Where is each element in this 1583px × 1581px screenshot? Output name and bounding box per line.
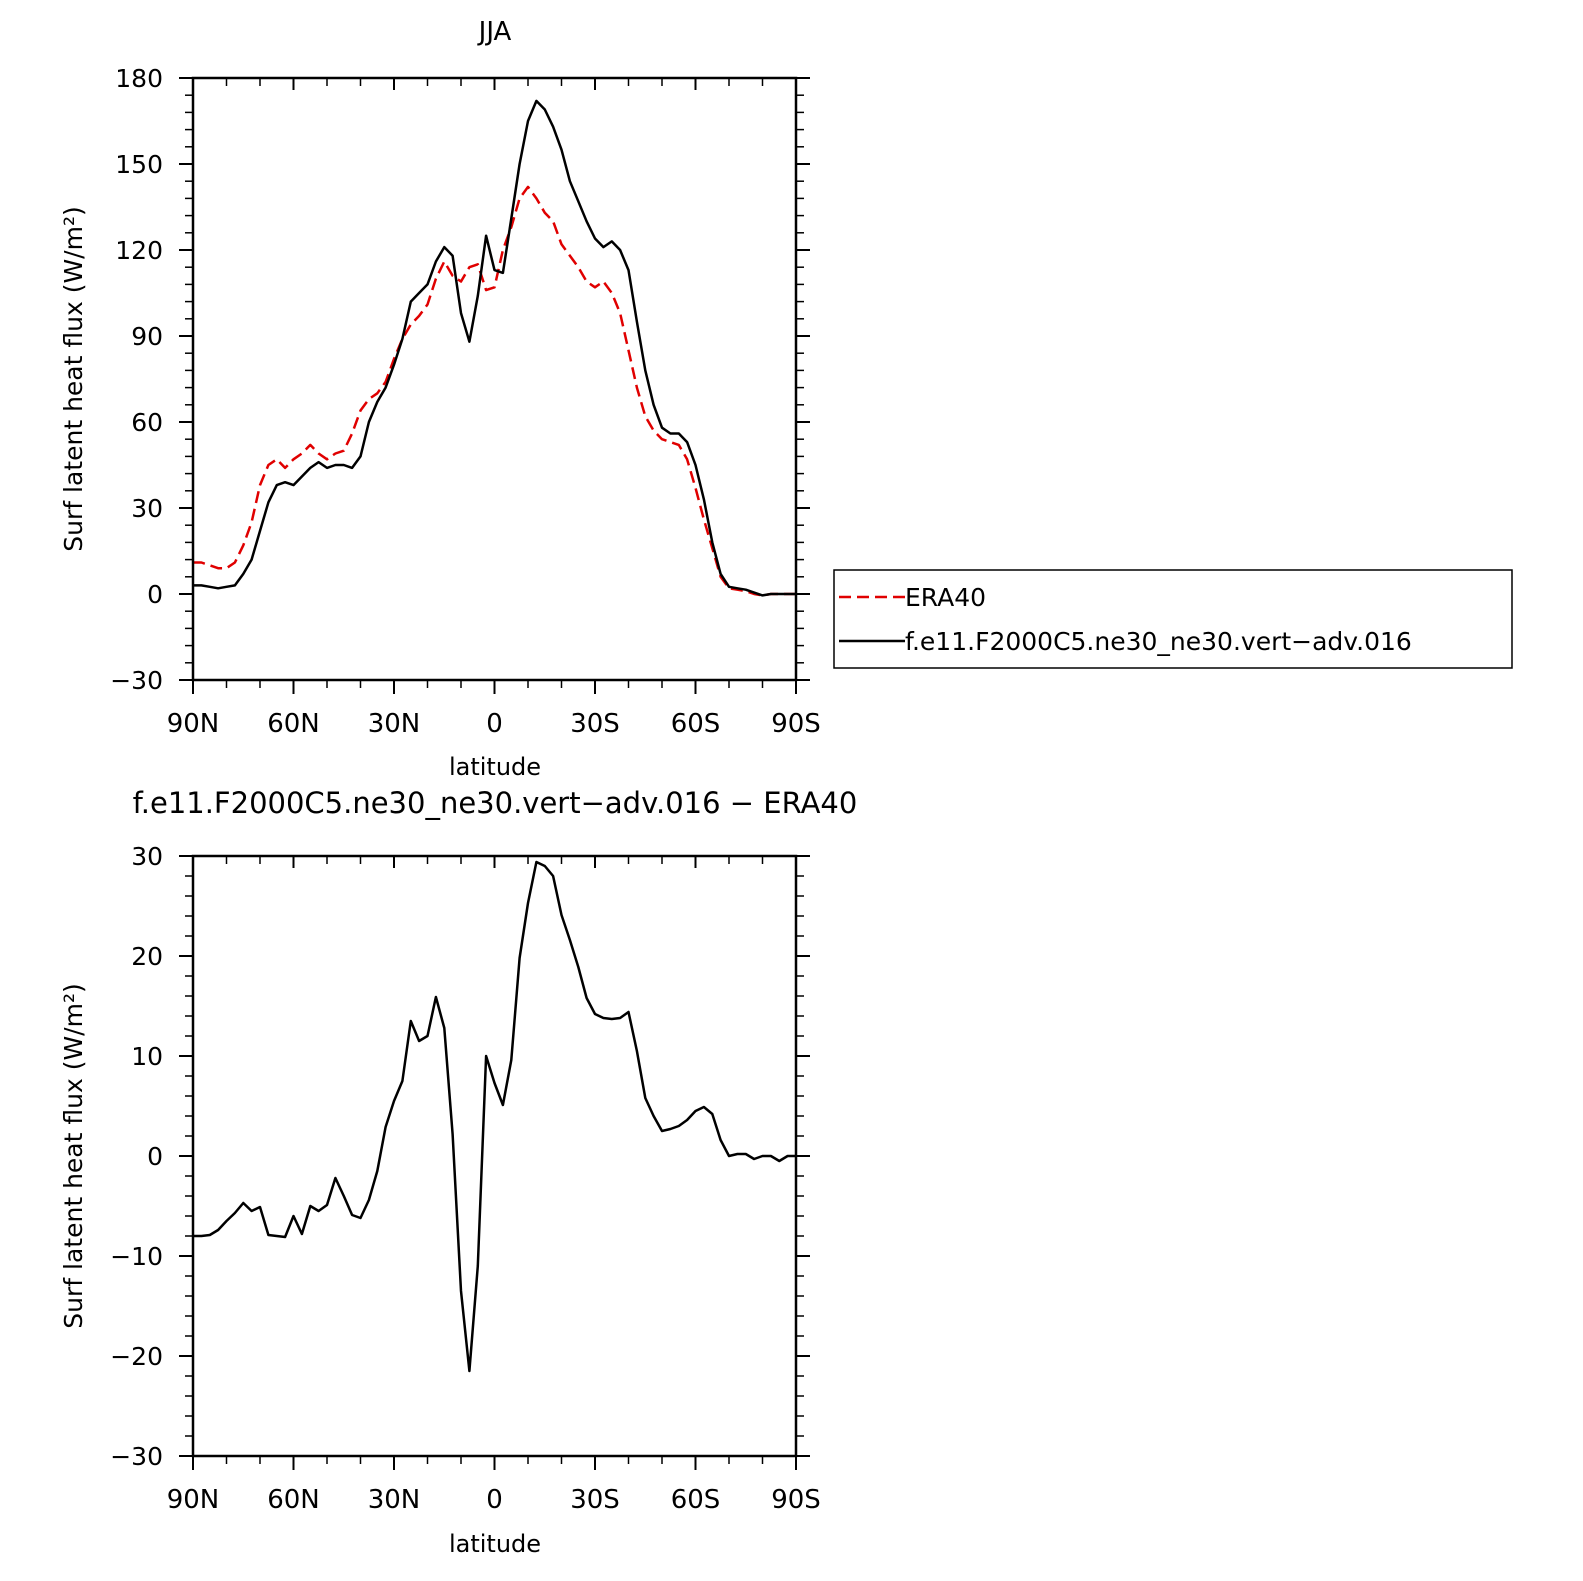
bottom-ylabel: Surf latent heat flux (W/m²) bbox=[59, 983, 88, 1328]
bottom-series-line-0 bbox=[193, 860, 796, 1373]
top-ytick-label: 60 bbox=[131, 408, 163, 437]
bottom-ytick-label: −20 bbox=[110, 1342, 163, 1371]
bottom-plot-area bbox=[193, 860, 796, 1373]
top-plot-frame bbox=[191, 76, 798, 682]
legend-box bbox=[833, 569, 1513, 669]
bottom-ytick-label: −10 bbox=[110, 1242, 163, 1271]
top-ytick-label: 90 bbox=[131, 322, 163, 351]
top-xtick-label: 0 bbox=[486, 709, 503, 739]
top-xlabel: latitude bbox=[449, 753, 541, 781]
top-title: JJA bbox=[477, 17, 512, 47]
bottom-plot-frame bbox=[191, 854, 798, 1458]
bottom-ytick-label: 30 bbox=[131, 842, 163, 871]
top-series-line-1 bbox=[193, 99, 796, 597]
panel-top: JJA Surf latent heat flux (W/m²) latitud… bbox=[59, 17, 821, 781]
top-plot-area bbox=[193, 99, 796, 597]
legend-label-model: f.e11.F2000C5.ne30_ne30.vert−adv.016 bbox=[905, 627, 1412, 656]
bottom-ytick-label: 10 bbox=[131, 1042, 163, 1071]
bottom-ytick-label: 20 bbox=[131, 942, 163, 971]
top-ytick-label: 0 bbox=[147, 580, 163, 609]
bottom-xtick-label: 60N bbox=[267, 1485, 320, 1515]
top-xtick-label: 30N bbox=[368, 709, 421, 739]
top-ytick-label: 120 bbox=[115, 236, 163, 265]
top-xtick-label: 30S bbox=[570, 709, 620, 739]
legend-label-era40: ERA40 bbox=[905, 583, 986, 612]
bottom-title: f.e11.F2000C5.ne30_ne30.vert−adv.016 − E… bbox=[133, 786, 858, 820]
top-ytick-label: 30 bbox=[131, 494, 163, 523]
top-ytick-label: 150 bbox=[115, 150, 163, 179]
bottom-ytick-label: −30 bbox=[110, 1442, 163, 1471]
legend: ERA40 f.e11.F2000C5.ne30_ne30.vert−adv.0… bbox=[833, 569, 1513, 669]
bottom-xtick-label: 0 bbox=[486, 1485, 503, 1515]
top-xtick-label: 60N bbox=[267, 709, 320, 739]
top-series-line-0 bbox=[193, 185, 796, 597]
panel-bottom: f.e11.F2000C5.ne30_ne30.vert−adv.016 − E… bbox=[59, 786, 857, 1558]
top-ytick-label: −30 bbox=[110, 666, 163, 695]
top-ytick-label: 180 bbox=[115, 64, 163, 93]
top-axes: −30 0 30 60 90 120 150 180 90N 60N 30N 0 30S 60S 90S bbox=[110, 64, 821, 739]
top-ylabel: Surf latent heat flux (W/m²) bbox=[59, 206, 88, 551]
bottom-xlabel: latitude bbox=[449, 1530, 541, 1558]
bottom-xtick-label: 30N bbox=[368, 1485, 421, 1515]
bottom-xtick-label: 30S bbox=[570, 1485, 620, 1515]
top-xtick-label: 60S bbox=[671, 709, 721, 739]
bottom-ytick-label: 0 bbox=[147, 1142, 163, 1171]
bottom-axes: −30 −20 −10 0 10 20 30 90N 60N 30N 0 30S 60S 90S bbox=[110, 842, 821, 1515]
bottom-xtick-label: 60S bbox=[671, 1485, 721, 1515]
bottom-xtick-label: 90S bbox=[771, 1485, 821, 1515]
top-xtick-label: 90N bbox=[167, 709, 220, 739]
bottom-xtick-label: 90N bbox=[167, 1485, 220, 1515]
top-xtick-label: 90S bbox=[771, 709, 821, 739]
